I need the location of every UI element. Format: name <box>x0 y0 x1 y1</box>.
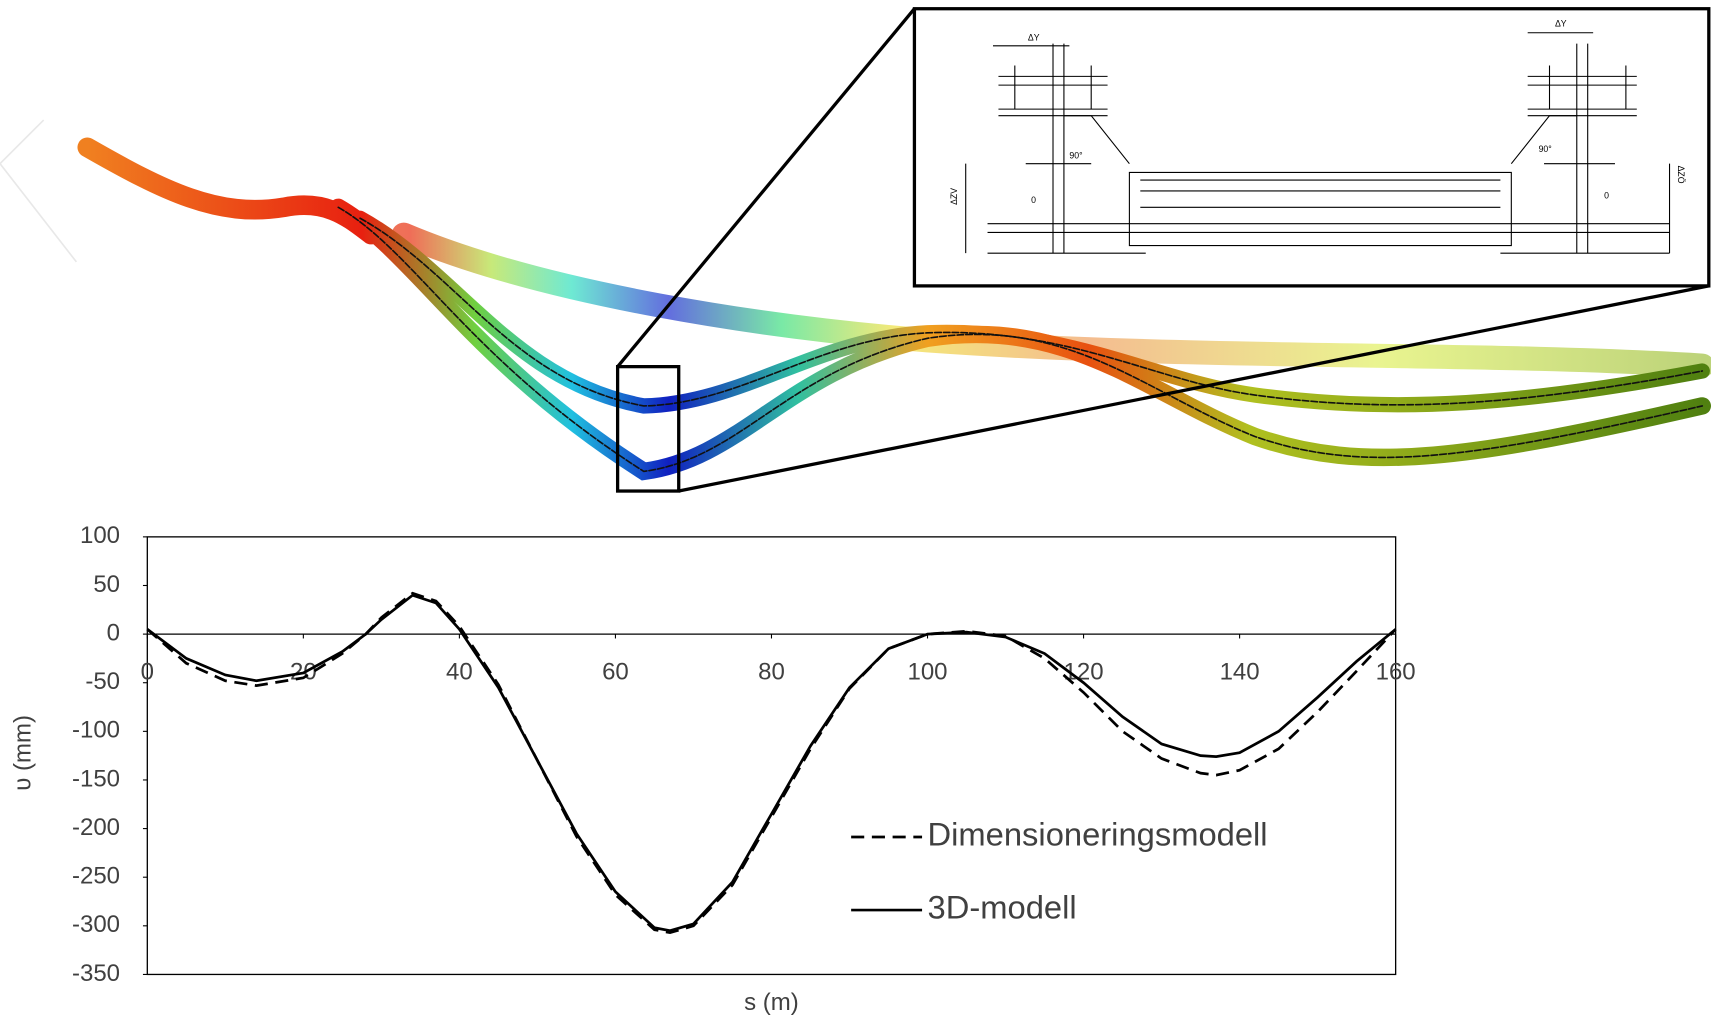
series-line <box>147 593 1395 932</box>
figure: ΔY ΔY 90° 90° 0 0 ΔZV ΔZÖ s (m) υ (mm) 1… <box>0 0 1711 1019</box>
scaled-layer: ΔY ΔY 90° 90° 0 0 ΔZV ΔZÖ s (m) υ (mm) 1… <box>0 9 1709 1017</box>
y-tick-label: -150 <box>72 765 120 792</box>
inset-label: 90° <box>1539 144 1552 154</box>
inset-label: ΔY <box>1555 18 1567 28</box>
y-tick-label: -200 <box>72 814 120 841</box>
decoration <box>0 120 76 262</box>
inset: ΔY ΔY 90° 90° 0 0 ΔZV ΔZÖ <box>914 9 1708 286</box>
y-tick-label: 50 <box>93 571 120 598</box>
x-axis-label: s (m) <box>744 989 799 1016</box>
legend-label: 3D-modell <box>928 889 1077 926</box>
y-tick-label: -100 <box>72 717 120 744</box>
x-tick-label: 160 <box>1376 659 1416 686</box>
y-tick-label: -300 <box>72 911 120 938</box>
inset-label: ΔZÖ <box>1676 166 1686 184</box>
y-tick-label: -350 <box>72 960 120 987</box>
x-tick-label: 80 <box>758 659 785 686</box>
inset-label: 0 <box>1031 195 1036 205</box>
inset-label: ΔZV <box>949 188 959 205</box>
y-tick-label: -250 <box>72 863 120 890</box>
chart: s (m) υ (mm) 100 50 0 -50 -100 -150 -200 -250 -3… <box>9 522 1415 1016</box>
y-tick-label: -50 <box>85 668 120 695</box>
series-line <box>147 595 1395 930</box>
inset-label: ΔY <box>1028 32 1040 42</box>
x-tick-label: 60 <box>602 659 629 686</box>
y-tick-label: 100 <box>80 522 120 549</box>
y-tick-label: 0 <box>107 619 120 646</box>
y-axis-label: υ (mm) <box>9 715 36 791</box>
inset-label: 90° <box>1069 150 1082 160</box>
legend-label: Dimensioneringsmodell <box>928 816 1268 853</box>
inset-frame <box>914 9 1708 286</box>
x-tick-label: 100 <box>907 659 947 686</box>
x-tick-label: 0 <box>141 659 154 686</box>
x-tick-label: 140 <box>1220 659 1260 686</box>
bridge-start <box>87 147 371 234</box>
x-tick-label: 40 <box>446 659 473 686</box>
inset-label: 0 <box>1604 191 1609 201</box>
